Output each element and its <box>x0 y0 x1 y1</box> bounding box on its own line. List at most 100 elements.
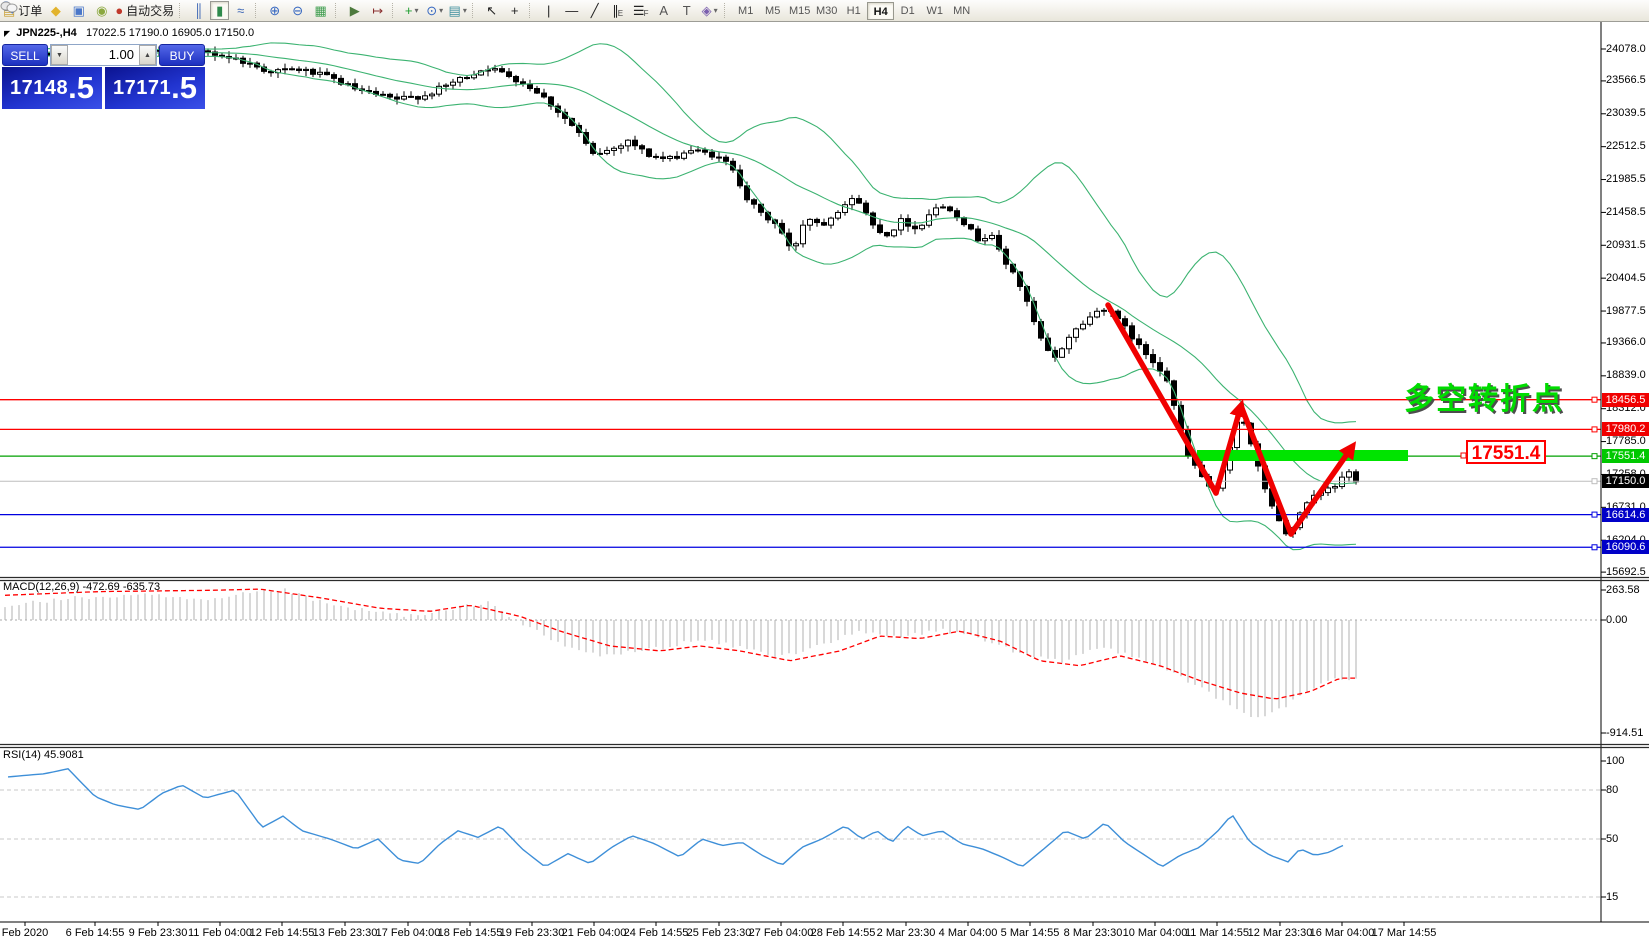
time-axis-label: 25 Feb 23:30 <box>686 927 752 939</box>
templates-icon: ▤ <box>448 3 461 18</box>
price-callout-box[interactable]: 17551.4 <box>1466 440 1546 464</box>
crosshair-icon[interactable]: + <box>503 1 526 20</box>
templates-icon-dropdown[interactable]: ▾ <box>462 6 467 15</box>
buy-button[interactable]: BUY <box>159 44 205 66</box>
price-axis-tick: 20404.5 <box>1606 272 1646 284</box>
time-axis-label: 2 Mar 23:30 <box>876 927 936 939</box>
chart-shift-icon[interactable]: ↦ <box>366 1 389 20</box>
rsi-axis-tick: 50 <box>1606 833 1619 845</box>
time-axis-label: 28 Feb 14:55 <box>810 927 876 939</box>
timeframe-h4-button[interactable]: H4 <box>867 1 895 20</box>
turning-point-annotation: 多空转折点 <box>1404 383 1564 416</box>
time-axis-label: 11 Feb 04:00 <box>187 927 253 939</box>
text-icon[interactable]: A <box>652 1 675 20</box>
timeframe-m15-button[interactable]: M15 <box>788 4 811 17</box>
rsi-axis-tick: 15 <box>1606 891 1619 903</box>
price-badge-17980.2: 17980.2 <box>1602 422 1649 436</box>
time-axis-label: 4 Mar 04:00 <box>938 927 998 939</box>
zoom-in-icon[interactable]: ⊕ <box>263 1 286 20</box>
zoom-in-icon: ⊕ <box>269 3 281 18</box>
ask-price[interactable]: 17171.5 <box>105 67 205 109</box>
signal-ring-icon[interactable]: ◉ <box>90 1 113 20</box>
price-badge-17150.0: 17150.0 <box>1602 474 1649 488</box>
shapes-icon-dropdown[interactable]: ▾ <box>713 6 718 15</box>
macd-axis-tick: 263.58 <box>1606 584 1640 596</box>
time-axis-label: 12 Mar 23:30 <box>1247 927 1313 939</box>
shapes-icon[interactable]: ◈ ▾ <box>698 1 721 20</box>
periods-clock-icon: ⊙ <box>426 3 438 18</box>
price-axis-tick: 19877.5 <box>1606 305 1646 317</box>
chat-icon[interactable] <box>0 1 1641 20</box>
tile-windows-icon[interactable]: ▦ <box>309 1 332 20</box>
trendline-icon[interactable]: ╱ <box>583 1 606 20</box>
price-axis-tick: 22512.5 <box>1606 140 1646 152</box>
hline-icon: — <box>565 3 579 18</box>
price-axis-tick: 20931.5 <box>1606 239 1646 251</box>
volume-up-button[interactable]: ▲ <box>139 45 156 65</box>
time-axis-label: 21 Feb 04:00 <box>561 927 627 939</box>
line-chart-icon[interactable]: ≈ <box>229 1 252 20</box>
templates-icon[interactable]: ▤ ▾ <box>446 1 469 20</box>
collapse-panel-icon[interactable]: ◤ <box>4 29 11 38</box>
zoom-out-icon[interactable]: ⊖ <box>286 1 309 20</box>
hline-icon[interactable]: — <box>560 1 583 20</box>
zoom-out-icon: ⊖ <box>292 3 304 18</box>
volume-value[interactable]: 1.00 <box>108 47 134 62</box>
channel-icon[interactable]: ∥ E <box>612 3 624 18</box>
price-axis-tick: 23566.5 <box>1606 74 1646 86</box>
chart-window-icon[interactable]: ◆ <box>44 1 67 20</box>
bid-price[interactable]: 17148.5 <box>2 67 102 109</box>
time-axis-label: 17 Feb 04:00 <box>375 927 441 939</box>
trendline-icon: ╱ <box>590 3 599 18</box>
time-axis-label: 5 Mar 14:55 <box>1000 927 1060 939</box>
label-icon[interactable]: T <box>675 1 698 20</box>
candlestick-chart-icon[interactable]: ▮ <box>210 1 230 20</box>
fibonacci-icon[interactable]: ☰ F <box>632 3 649 18</box>
indicators-add-icon-dropdown[interactable]: ▾ <box>414 6 419 15</box>
macd-label: MACD(12,26,9) -472.69 -635.73 <box>3 581 161 593</box>
channel-icon: ∥ <box>612 3 619 18</box>
text-icon: A <box>659 3 669 18</box>
time-axis-label: 6 Feb 14:55 <box>65 927 125 939</box>
periods-clock-icon[interactable]: ⊙ ▾ <box>423 1 446 20</box>
market-watch-icon[interactable]: ▣ <box>67 1 90 20</box>
timeframe-w1-button[interactable]: W1 <box>926 4 943 17</box>
symbol-name: JPN225-,H4 <box>16 27 77 39</box>
cursor-icon: ↖ <box>486 3 498 18</box>
volume-stepper: ▼ 1.00 ▲ <box>50 44 157 66</box>
rsi-axis-tick: 100 <box>1606 755 1625 767</box>
timeframe-d1-button[interactable]: D1 <box>900 4 915 17</box>
auto-scroll-icon[interactable]: ▶ <box>343 1 366 20</box>
timeframe-m5-button[interactable]: M5 <box>765 4 781 17</box>
price-axis-tick: 15692.5 <box>1606 566 1646 578</box>
tile-windows-icon: ▦ <box>314 3 327 18</box>
price-axis-tick: 18839.0 <box>1606 369 1646 381</box>
timeframe-mn-button[interactable]: MN <box>953 4 971 17</box>
periods-clock-icon-dropdown[interactable]: ▾ <box>439 6 444 15</box>
timeframe-m1-button[interactable]: M1 <box>738 4 754 17</box>
time-axis-label: 17 Mar 14:55 <box>1371 927 1437 939</box>
ohlc-values: 17022.5 17190.0 16905.0 17150.0 <box>85 27 255 39</box>
price-axis-tick: 17785.0 <box>1606 435 1646 447</box>
price-badge-16090.6: 16090.6 <box>1602 540 1649 554</box>
cursor-icon[interactable]: ↖ <box>480 1 503 20</box>
toolbar: ▤订单◆▣◉●自动交易║▮≈⊕⊖▦▶↦+▾⊙▾▤▾↖+|—╱∥E☰FAT◈▾ M… <box>0 0 1649 22</box>
sell-button[interactable]: SELL <box>2 44 48 66</box>
macd-axis-tick: -914.51 <box>1606 727 1644 739</box>
indicators-add-icon[interactable]: + ▾ <box>400 1 423 20</box>
time-axis-label: 19 Feb 23:30 <box>499 927 565 939</box>
symbol-ohlc-bar: ◤ JPN225-,H4 17022.5 17190.0 16905.0 171… <box>4 27 254 39</box>
search-icon[interactable] <box>1 1 1618 20</box>
chart-shift-icon: ↦ <box>372 3 384 18</box>
autotrade-button: ● <box>115 3 124 18</box>
vline-icon[interactable]: | <box>537 1 560 20</box>
macd-axis-tick: 0.00 <box>1606 614 1628 626</box>
time-axis-label: 13 Feb 23:30 <box>312 927 378 939</box>
bar-chart-icon[interactable]: ║ <box>187 1 210 20</box>
autotrade-button[interactable]: ● 自动交易 <box>115 3 175 18</box>
volume-down-button[interactable]: ▼ <box>51 45 68 65</box>
timeframe-h1-button[interactable]: H1 <box>846 4 861 17</box>
price-axis-tick: 21985.5 <box>1606 173 1646 185</box>
timeframe-m30-button[interactable]: M30 <box>815 4 838 17</box>
